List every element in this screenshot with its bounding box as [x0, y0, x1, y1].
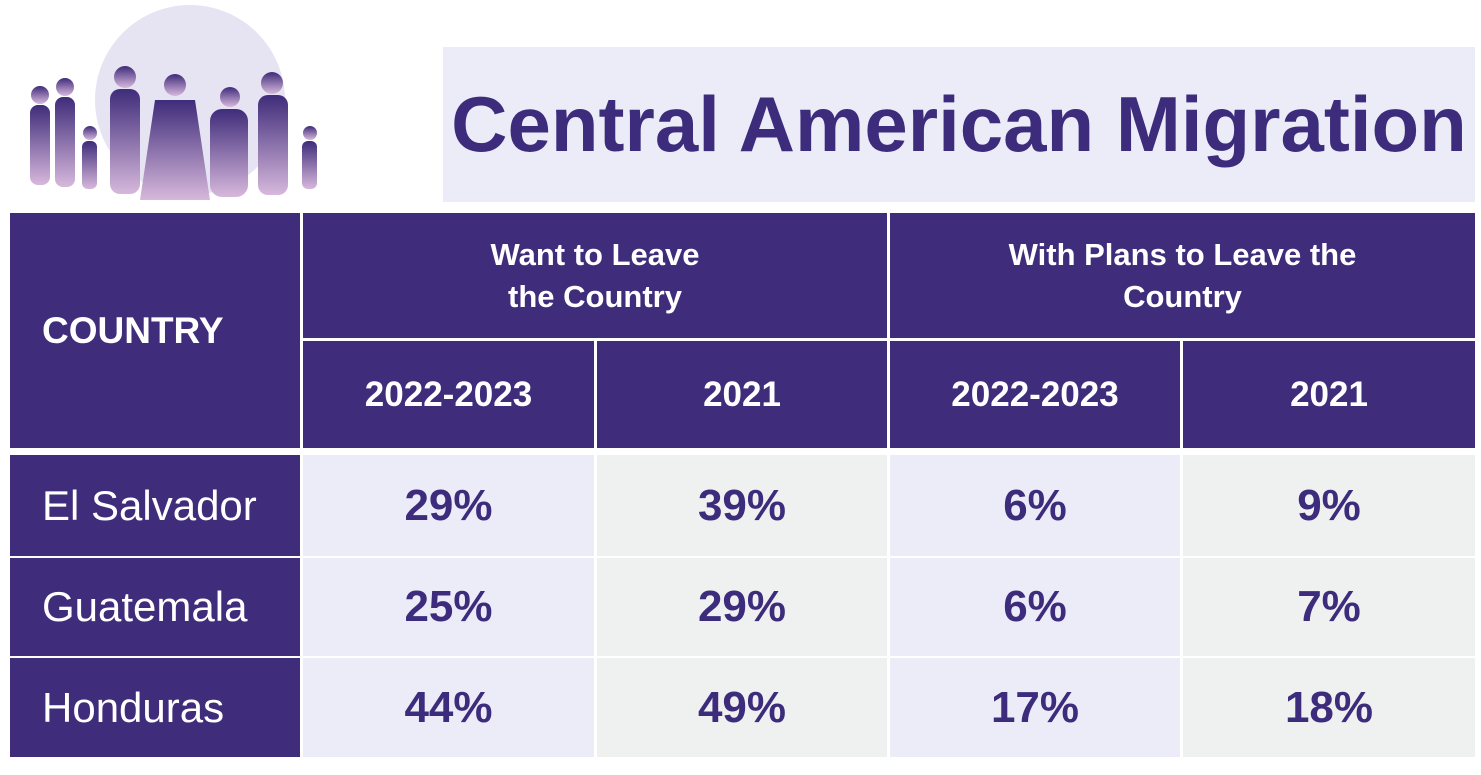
value-cell: 39%: [597, 455, 887, 556]
group-header-text: Want to Leave the Country: [490, 236, 700, 314]
value-cell-text: 18%: [1284, 682, 1374, 732]
country-cell: El Salvador: [10, 455, 300, 556]
value-cell: 7%: [1183, 558, 1475, 656]
migration-illustration: [30, 5, 317, 200]
column-header: 2022-2023: [303, 341, 594, 448]
silhouettes: [30, 66, 317, 200]
value-cell-text: 6%: [1003, 480, 1067, 530]
value-cell-text: 29%: [404, 480, 493, 530]
value-cell-text: 7%: [1297, 582, 1361, 631]
value-cell-text: 6%: [1003, 582, 1067, 631]
value-cell: 6%: [890, 455, 1180, 556]
column-header-text: 2021: [703, 374, 781, 414]
column-header: 2022-2023: [890, 341, 1180, 448]
value-cell-text: 44%: [404, 682, 493, 732]
country-cell: Guatemala: [10, 558, 300, 656]
column-header: 2021: [597, 341, 887, 448]
value-cell: 6%: [890, 558, 1180, 656]
column-header-text: 2022-2023: [364, 374, 533, 414]
value-cell: 29%: [597, 558, 887, 656]
value-cell-text: 29%: [697, 582, 787, 631]
value-cell: 25%: [303, 558, 594, 656]
value-cell: 29%: [303, 455, 594, 556]
group-header: With Plans to Leave the Country: [890, 213, 1475, 338]
value-cell: 44%: [303, 658, 594, 757]
column-header: 2021: [1183, 341, 1475, 448]
country-header: COUNTRY: [10, 213, 300, 448]
group-header-text: With Plans to Leave the Country: [1008, 236, 1357, 314]
country-cell-text: Honduras: [42, 683, 225, 731]
country-cell: Honduras: [10, 658, 300, 757]
value-cell: 9%: [1183, 455, 1475, 556]
country-cell-text: El Salvador: [42, 481, 257, 529]
title: Central American Migration: [451, 80, 1467, 168]
value-cell-text: 17%: [990, 682, 1080, 732]
title-box: Central American Migration: [443, 47, 1475, 202]
column-header-text: 2021: [1290, 374, 1368, 414]
group-header: Want to Leave the Country: [303, 213, 887, 338]
value-cell: 49%: [597, 658, 887, 757]
value-cell: 18%: [1183, 658, 1475, 757]
column-header-text: 2022-2023: [951, 374, 1119, 414]
country-cell-text: Guatemala: [42, 583, 248, 630]
value-cell-text: 9%: [1297, 480, 1361, 530]
value-cell-text: 39%: [697, 480, 787, 530]
value-cell-text: 49%: [697, 682, 787, 732]
country-header-text: COUNTRY: [42, 309, 224, 351]
value-cell: 17%: [890, 658, 1180, 757]
value-cell-text: 25%: [404, 582, 493, 631]
